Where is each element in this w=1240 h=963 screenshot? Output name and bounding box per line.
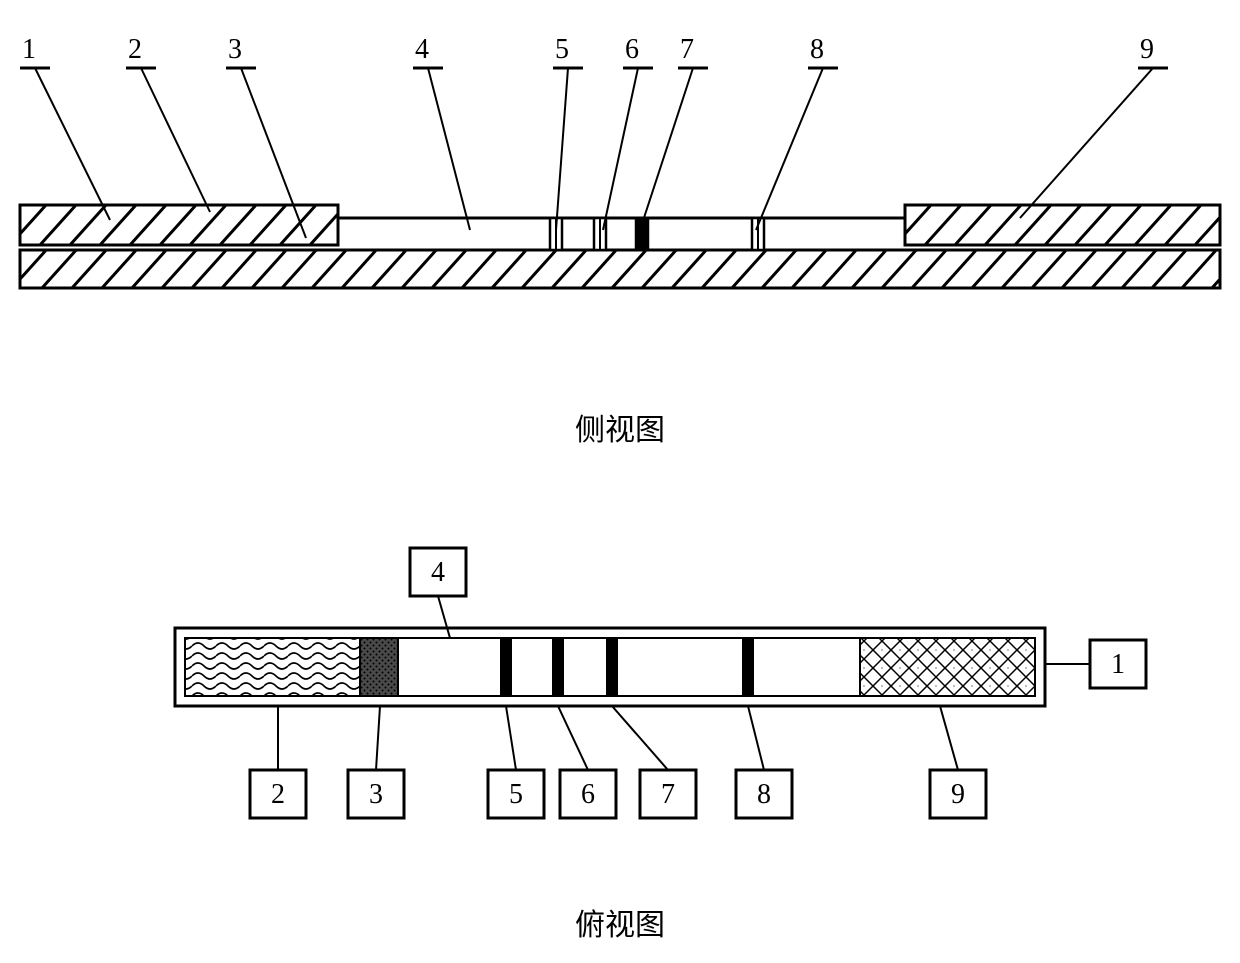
svg-text:2: 2 [128, 34, 142, 65]
top-view-caption: 俯视图 [575, 909, 665, 942]
svg-text:6: 6 [625, 34, 639, 65]
svg-text:9: 9 [951, 779, 965, 810]
svg-text:4: 4 [415, 34, 429, 65]
svg-text:8: 8 [757, 779, 771, 810]
svg-text:1: 1 [1111, 649, 1125, 680]
svg-text:5: 5 [509, 779, 523, 810]
svg-text:8: 8 [810, 34, 824, 65]
svg-text:6: 6 [581, 779, 595, 810]
svg-text:9: 9 [1140, 34, 1154, 65]
svg-text:1: 1 [22, 34, 36, 65]
svg-text:5: 5 [555, 34, 569, 65]
svg-text:7: 7 [680, 34, 694, 65]
svg-text:3: 3 [369, 779, 383, 810]
svg-text:3: 3 [228, 34, 242, 65]
svg-text:4: 4 [431, 557, 445, 588]
side-view-caption: 侧视图 [575, 414, 665, 447]
side-view-diagram: 1 2 3 4 5 6 7 8 9 [0, 0, 1240, 330]
svg-text:2: 2 [271, 779, 285, 810]
top-view-diagram: 4 1 2 3 5 6 7 8 9 [0, 470, 1240, 890]
svg-text:7: 7 [661, 779, 675, 810]
